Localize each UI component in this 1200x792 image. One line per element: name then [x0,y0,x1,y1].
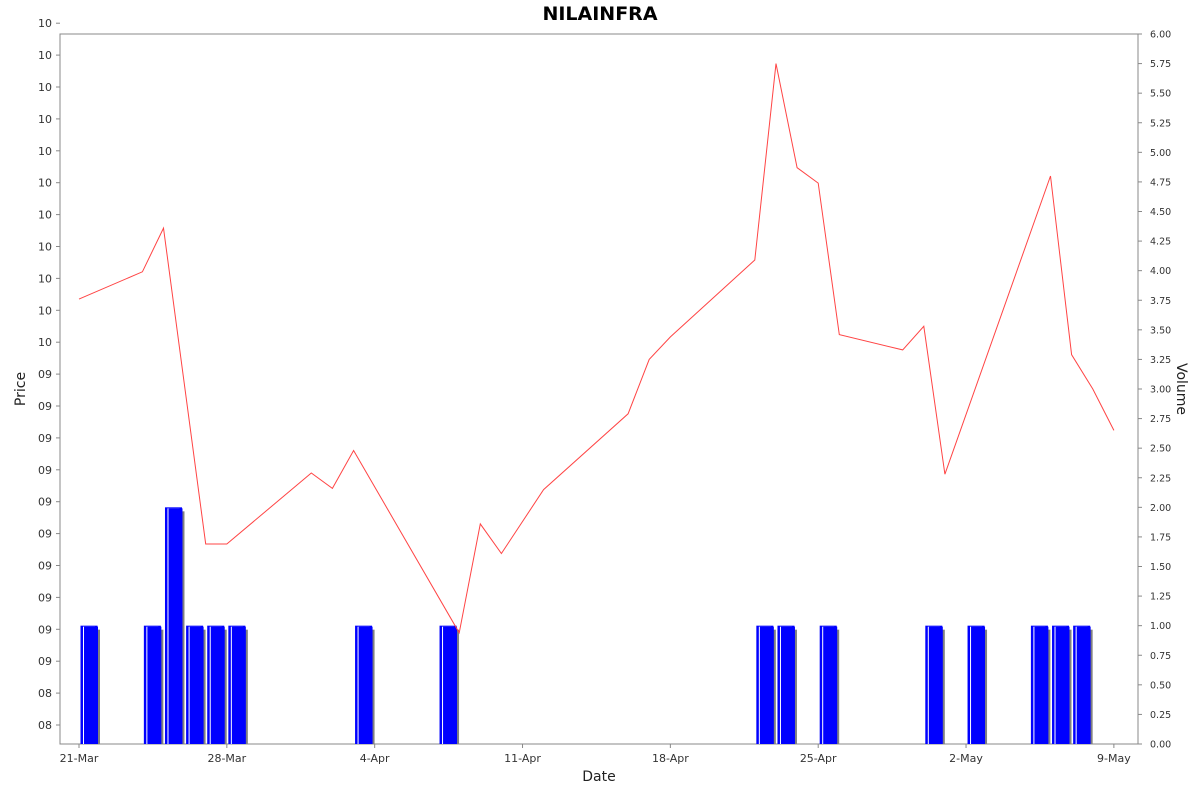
right-tick-label: 0.25 [1150,710,1171,721]
left-tick-label: 10 [38,209,52,222]
x-axis: 21-Mar 28-Mar 4-Apr 11-Apr 18-Apr 25-Apr 2-May… [60,744,1131,765]
right-tick-label: 6.00 [1150,30,1171,41]
volume-bar-body [231,626,246,744]
price-line [78,63,1115,635]
volume-bar-body [168,508,183,744]
right-tick-label: 4.00 [1150,266,1171,277]
right-tick-label: 1.25 [1150,592,1171,603]
left-tick-label: 10 [38,304,52,317]
left-axis: 08 08 09 09 09 09 09 09 09 09 09 09 10 10 10 10 10 10 10 10… [38,17,60,732]
volume-bar-body [147,626,162,744]
left-tick-label: 09 [38,655,52,668]
right-tick-label: 0.75 [1150,651,1171,662]
left-axis-label: Price [13,372,29,406]
left-tick-label: 10 [38,81,52,94]
left-tick-label: 08 [38,719,52,732]
right-tick-label: 4.50 [1150,207,1171,218]
volume-bar-body [189,626,204,744]
right-axis-label: Volume [1173,363,1189,415]
right-tick-label: 5.50 [1150,89,1171,100]
x-axis-label: Date [582,769,615,785]
x-tick-label: 9-May [1097,752,1131,765]
x-tick-label: 2-May [949,752,983,765]
right-tick-label: 5.00 [1150,148,1171,159]
volume-bar-body [1076,626,1091,744]
left-tick-label: 10 [38,145,52,158]
volume-bar-body [971,626,986,744]
right-tick-label: 4.25 [1150,237,1171,248]
left-tick-label: 10 [38,113,52,126]
volume-bar-body [1034,626,1049,744]
x-tick-label: 25-Apr [800,752,837,765]
x-tick-label: 21-Mar [60,752,99,765]
left-tick-label: 10 [38,177,52,190]
right-tick-label: 1.75 [1150,532,1171,543]
chart-title: NILAINFRA [542,3,657,25]
right-tick-label: 5.25 [1150,118,1171,129]
right-axis: 0.00 0.25 0.50 0.75 1.00 1.25 1.50 1.75 2.00 2.25… [1138,30,1171,751]
left-tick-label: 10 [38,49,52,62]
right-tick-label: 5.75 [1150,59,1171,70]
left-tick-label: 10 [38,17,52,30]
volume-bars [80,507,1093,744]
right-tick-label: 3.00 [1150,385,1171,396]
left-tick-label: 09 [38,432,52,445]
left-tick-label: 09 [38,623,52,636]
volume-bar-body [1055,626,1070,744]
right-tick-label: 4.75 [1150,177,1171,188]
volume-bar-body [823,626,838,744]
left-tick-label: 10 [38,272,52,285]
left-tick-label: 08 [38,687,52,700]
right-tick-label: 3.50 [1150,325,1171,336]
volume-bar-body [358,626,373,744]
x-tick-label: 4-Apr [360,752,390,765]
right-tick-label: 1.50 [1150,562,1171,573]
volume-bar-body [84,626,98,744]
left-tick-label: 09 [38,496,52,509]
left-tick-label: 10 [38,241,52,254]
right-tick-label: 3.25 [1150,355,1171,366]
right-tick-label: 1.00 [1150,621,1171,632]
volume-bar-body [759,626,774,744]
x-tick-label: 28-Mar [207,752,246,765]
right-tick-label: 2.00 [1150,503,1171,514]
volume-bar-body [210,626,225,744]
right-tick-label: 2.25 [1150,473,1171,484]
right-tick-label: 3.75 [1150,296,1171,307]
right-tick-label: 0.00 [1150,740,1171,751]
right-tick-label: 2.75 [1150,414,1171,425]
right-tick-label: 2.50 [1150,444,1171,455]
x-tick-label: 11-Apr [504,752,541,765]
volume-bar-body [443,626,458,744]
x-tick-label: 18-Apr [652,752,689,765]
right-tick-label: 0.50 [1150,680,1171,691]
volume-bar-body [928,626,943,744]
volume-bar-body [780,626,795,744]
left-tick-label: 09 [38,591,52,604]
left-tick-label: 09 [38,464,52,477]
left-tick-label: 09 [38,528,52,541]
left-tick-label: 10 [38,336,52,349]
left-tick-label: 09 [38,400,52,413]
left-tick-label: 09 [38,560,52,573]
left-tick-label: 09 [38,368,52,381]
